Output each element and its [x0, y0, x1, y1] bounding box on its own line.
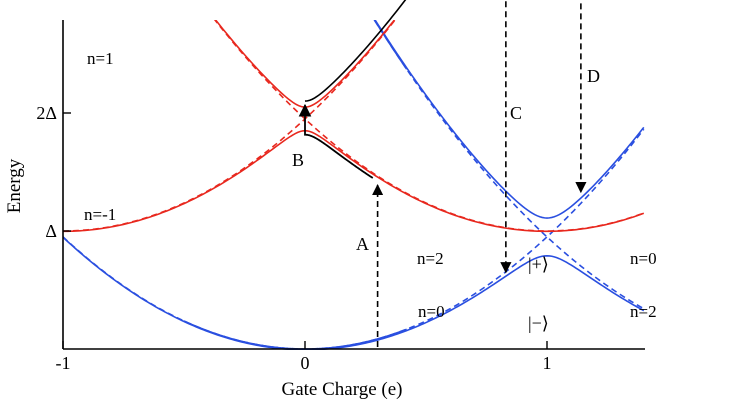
label-n0-left: n=0: [418, 302, 445, 321]
blue-adiabatic-lower: [63, 236, 645, 350]
transition-arrow-b: [298, 103, 374, 179]
upper-path-segment-1: [304, 0, 407, 102]
y-tick-label: 2Δ: [36, 103, 57, 123]
transition-label-a: A: [356, 234, 369, 254]
label-minus-state: |−⟩: [528, 313, 549, 333]
label-plus-state: |+⟩: [528, 254, 549, 274]
x-tick-label: 0: [301, 353, 310, 373]
y-tick-label: Δ: [45, 221, 57, 241]
y-axis-title: Energy: [4, 158, 25, 213]
curve-layer: [63, 20, 645, 350]
blue-diabatic-n0: [63, 128, 645, 350]
transition-label-c: C: [510, 103, 522, 123]
transition-arrows: [298, 0, 587, 347]
x-tick-label: 1: [543, 353, 552, 373]
red-diabatic-n1: [213, 20, 645, 232]
label-n-minus-1: n=-1: [84, 205, 116, 224]
label-n2-left: n=2: [417, 249, 444, 268]
x-tick-label: -1: [56, 353, 71, 373]
x-axis-title: Gate Charge (e): [282, 379, 403, 400]
red-diabatic-n-minus-1: [63, 20, 397, 232]
blue-diabatic-n2: [373, 20, 645, 310]
transition-label-d: D: [587, 66, 600, 86]
label-n1: n=1: [87, 49, 114, 68]
red-adiabatic-upper: [214, 20, 396, 108]
label-n2-right: n=2: [630, 302, 657, 321]
blue-parabola-n2: [373, 20, 408, 70]
transition-label-b: B: [292, 150, 304, 170]
red-adiabatic-lower: [63, 129, 645, 233]
blue-adiabatic-upper: [374, 20, 645, 219]
label-n0-right: n=0: [630, 249, 657, 268]
